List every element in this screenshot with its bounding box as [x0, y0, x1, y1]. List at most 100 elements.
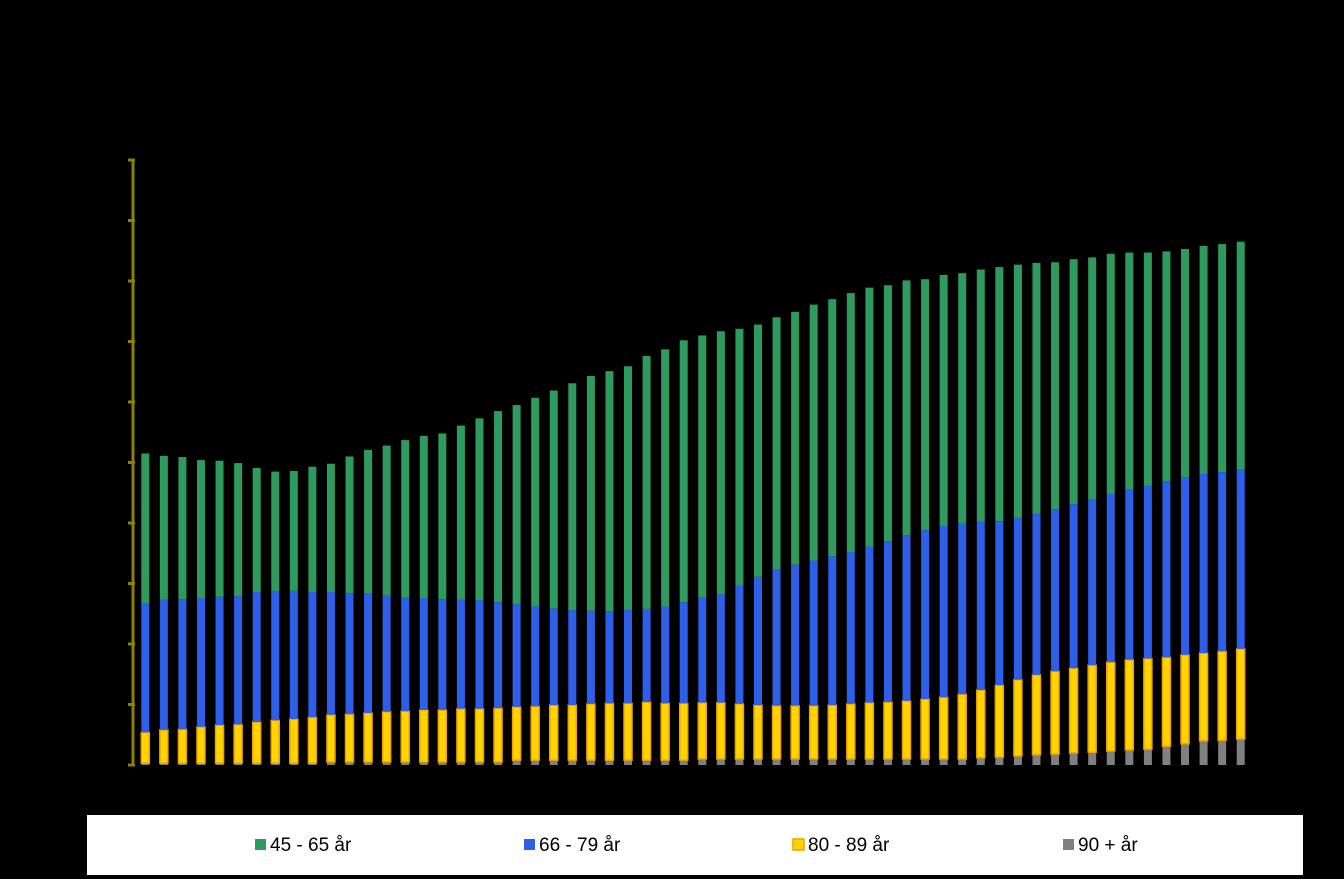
bar-segment	[1013, 517, 1022, 680]
bar-segment	[809, 304, 818, 561]
bar-segment	[234, 463, 243, 597]
legend-label: 66 - 79 år	[539, 835, 621, 856]
bar-segment	[828, 556, 837, 706]
bar-segment	[790, 704, 800, 760]
bar-segment	[511, 706, 522, 761]
bar-segment	[624, 610, 633, 704]
bar-segment	[642, 356, 651, 609]
bar-segment	[772, 569, 781, 706]
bar-segment	[178, 763, 187, 765]
bar-segment	[1051, 754, 1060, 765]
bar-segment	[586, 610, 595, 704]
bar-segment	[661, 349, 670, 607]
legend-box	[87, 815, 1303, 875]
bar-segment	[623, 702, 633, 761]
bar-segment	[251, 721, 262, 764]
bar-segment	[939, 526, 948, 698]
bar-segment	[345, 593, 354, 715]
bar-segment	[902, 280, 911, 536]
bar-segment	[1088, 257, 1097, 500]
legend-swatch	[792, 838, 805, 851]
bar-segment	[1087, 664, 1097, 754]
bar-segment	[976, 521, 985, 690]
bar-segment	[921, 758, 930, 765]
legend-swatch	[255, 839, 266, 850]
bar-segment	[1031, 674, 1042, 756]
bar-segment	[568, 610, 577, 706]
bar-segment	[1013, 755, 1022, 765]
bar-segment	[512, 760, 521, 765]
bar-segment	[938, 696, 949, 760]
bar-segment	[791, 564, 800, 706]
bar-segment	[1199, 473, 1208, 654]
bar-segment	[215, 596, 224, 726]
bar-segment	[531, 760, 540, 765]
bar-segment	[791, 758, 800, 765]
bar-segment	[364, 449, 373, 594]
bar-segment	[624, 760, 633, 765]
bar-segment	[438, 761, 447, 765]
bar-segment	[1125, 489, 1134, 660]
bar-segment	[735, 758, 744, 765]
bar-segment	[196, 726, 206, 764]
bar-segment	[159, 763, 168, 765]
bar-segment	[679, 340, 688, 603]
bar-segment	[791, 311, 800, 565]
bar-segment	[252, 467, 261, 592]
bar-segment	[883, 758, 892, 765]
bar-segment	[252, 763, 261, 765]
bar-segment	[363, 712, 373, 763]
bar-segment	[1143, 252, 1152, 486]
bar-segment	[1050, 670, 1060, 755]
bar-segment	[641, 701, 652, 761]
bar-segment	[827, 704, 837, 760]
bar-segment	[921, 279, 930, 531]
bar-segment	[1106, 751, 1115, 765]
bar-segment	[828, 299, 837, 557]
bar-segment	[716, 701, 726, 760]
bar-segment	[1180, 654, 1190, 745]
bar-segment	[902, 535, 911, 701]
bar-segment	[753, 758, 762, 765]
bar-segment	[1235, 648, 1246, 740]
bar-segment	[326, 463, 335, 592]
bar-segment	[1143, 749, 1152, 765]
bar-segment	[1069, 752, 1078, 765]
bar-segment	[995, 757, 1004, 765]
bar-segment	[326, 761, 335, 765]
bar-segment	[159, 729, 169, 764]
bar-segment	[1032, 513, 1041, 675]
bar-segment	[1106, 493, 1115, 663]
bar-segment	[456, 707, 466, 763]
bar-segment	[549, 390, 558, 609]
bar-segment	[753, 324, 762, 577]
bar-segment	[345, 761, 354, 765]
bar-segment	[920, 698, 930, 760]
bar-segment	[809, 758, 818, 765]
bar-segment	[475, 418, 484, 601]
bar-segment	[809, 560, 818, 706]
bar-segment	[1032, 262, 1041, 514]
bar-segment	[307, 716, 318, 764]
bar-segment	[1198, 652, 1209, 742]
bar-segment	[308, 763, 317, 765]
bar-segment	[308, 591, 317, 718]
bar-segment	[215, 460, 224, 597]
bar-segment	[1051, 509, 1060, 672]
bar-segment	[1032, 754, 1041, 765]
bar-segment	[512, 405, 521, 605]
bar-segment	[401, 440, 410, 598]
bar-segment	[678, 702, 689, 761]
bar-segment	[716, 758, 725, 765]
bar-segment	[624, 366, 633, 611]
bar-segment	[419, 761, 428, 765]
bar-segment	[1088, 499, 1097, 666]
bar-segment	[1161, 656, 1172, 747]
bar-segment	[753, 576, 762, 706]
bar-segment	[234, 596, 243, 725]
bar-segment	[549, 704, 559, 761]
bar-segment	[568, 383, 577, 611]
bar-segment	[140, 731, 151, 764]
bar-segment	[1218, 472, 1227, 652]
bar-segment	[326, 714, 336, 763]
